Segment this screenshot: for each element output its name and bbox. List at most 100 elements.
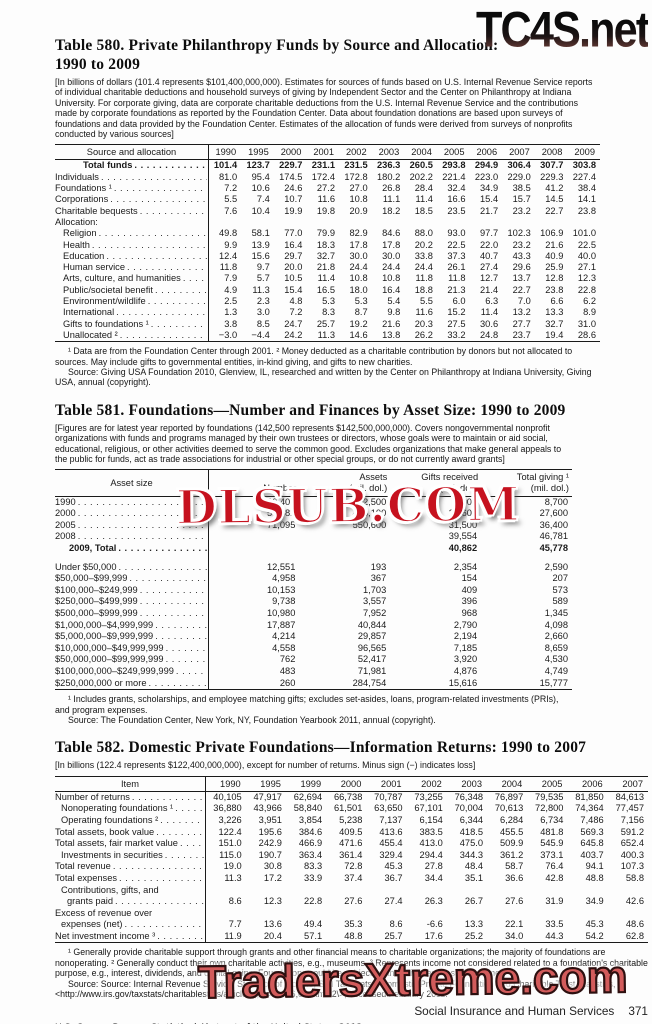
dot-leader [149, 678, 208, 690]
cell-value: 2.5 [224, 296, 238, 306]
cell-value: 27.7 [512, 318, 531, 329]
cell-value: 294.4 [419, 849, 443, 860]
table-row: Operating foundations ² 3,226 3,951 3,854 5,… [55, 814, 648, 827]
cell-value: 154 [461, 573, 478, 584]
cell-value: 3,226 [218, 814, 242, 825]
column-header: 1990 [205, 776, 246, 792]
cell-value: 12.3 [263, 896, 282, 907]
cell-value: 31.9 [545, 896, 564, 907]
cell-value: 413.6 [379, 826, 403, 837]
cell-value: 7.2 [289, 307, 303, 318]
table-row: Nonoperating foundations ¹ 36,880 43,966 58… [55, 803, 648, 815]
cell-value: 6,734 [540, 814, 564, 825]
cell-value: 589 [552, 596, 568, 607]
cell-value: 344.3 [459, 849, 484, 860]
row-label: Environment/wildlife [55, 296, 209, 308]
table-582-footnotes: ¹ Generally provide charitable support t… [55, 947, 648, 999]
cell-value: 242.9 [258, 838, 282, 849]
cell-value: 968 [461, 607, 478, 618]
cell-value: 40,105 [213, 791, 242, 802]
dot-leader [155, 620, 207, 632]
dot-leader [151, 319, 207, 330]
cell-value: 24.4 [349, 262, 368, 273]
cell-value: 409 [461, 584, 478, 595]
cell-value: 13.9 [251, 239, 270, 250]
page-number: 371 [628, 1003, 648, 1018]
cell-value: 71,981 [357, 665, 387, 676]
dot-leader [119, 562, 207, 574]
dot-leader [78, 520, 207, 532]
row-label: Public/societal benefit [55, 284, 209, 296]
column-header: 2009 [567, 144, 600, 161]
cell-value: 27.2 [316, 183, 335, 194]
cell-value: 229.7 [279, 160, 303, 171]
cell-value: 361.4 [339, 849, 363, 860]
cell-value: 2,590 [544, 561, 568, 572]
cell-value: 28.6 [577, 329, 596, 340]
cell-value: 24.4 [382, 262, 401, 273]
cell-value: 22.8 [304, 896, 323, 907]
cell-value: 48.4 [464, 861, 484, 872]
column-header: Total giving ¹ (mil. dol.) [481, 469, 572, 497]
cell-value: 4,214 [272, 631, 296, 642]
table-row: $250,000,000 or more 260 284,754 15,616 15,7… [55, 677, 572, 690]
cell-value: 8.6 [228, 896, 242, 907]
cell-value: 33.8 [414, 250, 433, 261]
table-row: Total assets, fair market value 151.0 242.… [55, 838, 648, 850]
dot-leader [140, 585, 207, 597]
cell-value: 24.4 [414, 262, 433, 273]
dot-leader [115, 896, 204, 908]
cell-value: 172.4 [311, 171, 335, 182]
cell-value: 2,354 [453, 561, 478, 572]
cell-value [241, 217, 274, 228]
row-label: $50,000–$99,999 [55, 573, 209, 585]
dot-leader [156, 827, 204, 839]
cell-value: 22.0 [480, 239, 499, 250]
cell-value: 15.4 [480, 194, 499, 205]
cell-value: 5,000 [453, 496, 478, 507]
table-row: 2000 56,582 486,100 27,600 27,600 [55, 508, 572, 520]
cell-value: 8,659 [544, 642, 568, 653]
cell-value: 4,876 [453, 665, 478, 676]
cell-value: 236.3 [376, 160, 401, 171]
cell-value: 22.7 [512, 284, 531, 295]
table-row: Under $50,000 12,551 193 2,354 2,590 [55, 554, 572, 574]
cell-value: 35.3 [344, 919, 363, 930]
cell-value: 413.0 [419, 838, 443, 849]
cell-value: 24.2 [284, 329, 303, 340]
cell-value: 32.4 [447, 183, 466, 194]
cell-value: 16.5 [316, 284, 335, 295]
cell-value: 9.8 [387, 307, 401, 318]
cell-value: 36.6 [505, 872, 524, 883]
cell-value [299, 543, 390, 555]
cell-value: 19.8 [316, 205, 335, 216]
page-footer: Social Insurance and Human Services 371 U… [55, 1004, 648, 1024]
cell-value: 231.5 [344, 160, 368, 171]
cell-value: 74,364 [575, 803, 604, 814]
cell-value: 101.4 [213, 160, 238, 171]
label-column-header: Item [55, 776, 206, 792]
cell-value: 4,749 [544, 665, 568, 676]
cell-value: 26.1 [447, 262, 466, 273]
cell-value: 10.4 [251, 205, 270, 216]
cell-value: 652.4 [620, 838, 644, 849]
cell-value: 384.6 [298, 826, 323, 837]
cell-value: 101.0 [572, 228, 596, 239]
dot-leader [165, 850, 204, 862]
cell-value: 3.8 [224, 318, 238, 329]
dot-leader [175, 803, 204, 815]
cell-value: 6,284 [499, 814, 524, 825]
cell-value: 27.4 [384, 896, 403, 907]
cell-value: 15,616 [448, 677, 478, 688]
cell-value: 11.8 [219, 262, 238, 273]
cell-value: 7.9 [224, 273, 238, 284]
dot-leader [166, 643, 207, 655]
cell-value: 172.8 [344, 171, 368, 182]
dot-leader [114, 183, 207, 194]
cell-value: 19.9 [284, 205, 303, 216]
label-column-header: Source and allocation [55, 144, 209, 161]
cell-value: 403.7 [580, 849, 604, 860]
cell-value: 33.9 [304, 872, 323, 883]
cell-value: 82.9 [349, 228, 368, 239]
table-582-footnote: ¹ Generally provide charitable support t… [55, 947, 648, 979]
